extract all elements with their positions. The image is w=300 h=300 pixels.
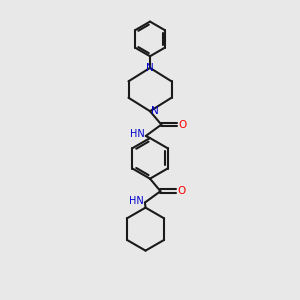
Text: N: N [146,63,154,73]
Text: N: N [152,106,159,116]
Text: O: O [178,120,186,130]
Text: HN: HN [129,196,144,206]
Text: O: O [177,186,185,196]
Text: HN: HN [130,130,145,140]
